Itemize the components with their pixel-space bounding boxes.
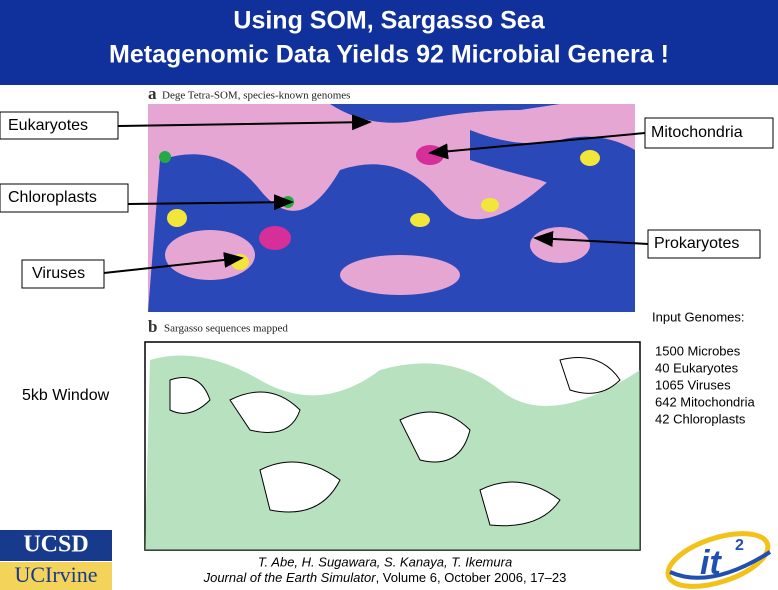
- genome-item: 1065 Viruses: [655, 377, 731, 392]
- label-box: [0, 183, 129, 213]
- panel-b-image: [144, 341, 641, 551]
- genome-item: 1500 Microbes: [655, 343, 741, 358]
- panel-caption: Sargasso sequences mapped: [164, 323, 288, 335]
- label: 5kb Window: [22, 387, 110, 404]
- label: Prokaryotes: [654, 235, 739, 252]
- it-sup: 2: [735, 537, 744, 554]
- ucirvine-logo: [0, 562, 112, 590]
- genomes-heading: Input Genomes:: [652, 309, 745, 324]
- label: Chloroplasts: [8, 189, 97, 206]
- label-box: [0, 111, 119, 140]
- genome-item: 40 Eukaryotes: [655, 360, 739, 375]
- panel-a-image: [148, 104, 635, 312]
- genome-item: 642 Mitochondria: [655, 394, 755, 409]
- ucirvine-text: UCIrvine: [14, 562, 97, 587]
- citation-authors: T. Abe, H. Sugawara, S. Kanaya, T. Ikemu…: [258, 554, 512, 569]
- panel-letter: b: [148, 317, 157, 336]
- title-line: Using SOM, Sargasso Sea: [233, 7, 545, 35]
- title-bar: [0, 0, 778, 85]
- label-box: [647, 229, 761, 259]
- genome-list: 1500 Microbes 40 Eukaryotes 1065 Viruses 64…: [655, 343, 755, 426]
- label-box: [644, 117, 774, 149]
- it-text: it: [700, 544, 722, 582]
- it2-logo: it 2: [665, 531, 772, 589]
- title-line: Metagenomic Data Yields 92 Microbial Gen…: [109, 41, 669, 69]
- label: Mitochondria: [651, 124, 743, 141]
- journal: Journal of the Earth Simulator: [203, 570, 377, 585]
- ucsd-logo: [0, 530, 112, 561]
- arrows: [103, 114, 649, 274]
- details: , Volume 6, October 2006, 17–23: [376, 570, 567, 585]
- label: Eukaryotes: [8, 117, 88, 134]
- panel-letter: a: [148, 84, 157, 103]
- genome-item: 42 Chloroplasts: [655, 411, 746, 426]
- ucsd-text: UCSD: [23, 532, 88, 558]
- label: Viruses: [32, 265, 85, 282]
- label-box: [21, 259, 105, 289]
- citation-source: Journal of the Earth Simulator, Volume 6…: [203, 570, 567, 585]
- panel-caption: Dege Tetra-SOM, species-known genomes: [162, 90, 350, 102]
